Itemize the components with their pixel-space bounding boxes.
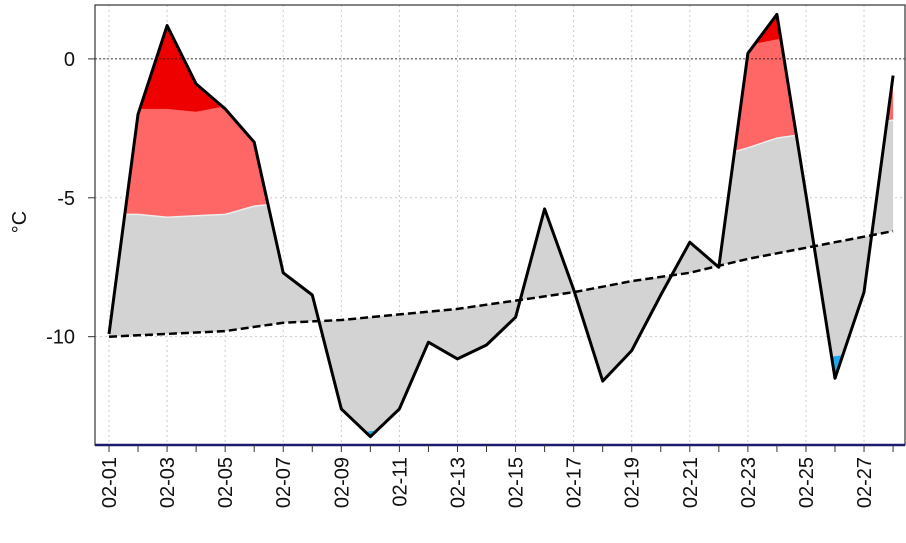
x-tick-label: 02-15 — [506, 457, 528, 508]
y-tick-label: -5 — [57, 188, 75, 210]
x-tick-label: 02-13 — [447, 457, 469, 508]
x-tick-label: 02-27 — [854, 457, 876, 508]
x-tick-label: 02-23 — [738, 457, 760, 508]
x-tick-label: 02-05 — [215, 457, 237, 508]
anomaly-area — [109, 14, 894, 437]
x-tick-label: 02-01 — [99, 457, 121, 508]
x-tick-label: 02-25 — [796, 457, 818, 508]
y-tick-label: 0 — [64, 49, 75, 71]
x-tick-label: 02-09 — [331, 457, 353, 508]
x-tick-label: 02-07 — [273, 457, 295, 508]
x-tick-label: 02-19 — [622, 457, 644, 508]
temperature-line — [107, 12, 895, 439]
x-tick-label: 02-21 — [680, 457, 702, 508]
x-tick-label: 02-11 — [389, 457, 411, 507]
x-tick-label: 02-03 — [157, 457, 179, 508]
y-axis-label: °C — [9, 211, 31, 233]
x-tick-label: 02-17 — [564, 457, 586, 508]
y-tick-label: -10 — [46, 327, 75, 349]
